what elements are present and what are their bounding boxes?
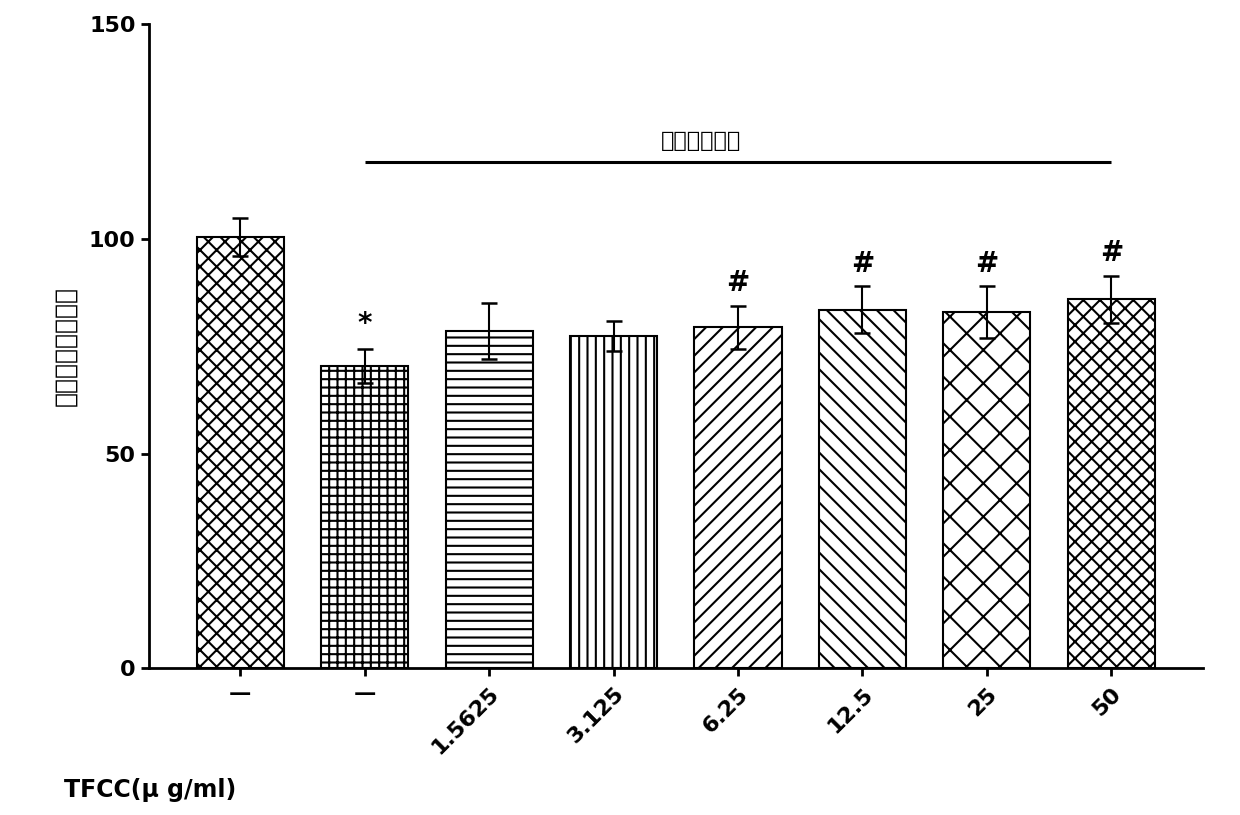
- Text: 缺氧复氧诱导: 缺氧复氧诱导: [661, 131, 740, 151]
- Text: #: #: [1100, 239, 1123, 267]
- Text: #: #: [976, 249, 998, 278]
- Bar: [818, 310, 906, 668]
- Text: #: #: [727, 269, 750, 297]
- Y-axis label: 细胞存活率（％）: 细胞存活率（％）: [53, 286, 78, 407]
- Bar: [1068, 299, 1154, 668]
- Bar: [944, 312, 1030, 668]
- Text: #: #: [851, 249, 874, 278]
- Bar: [321, 366, 408, 668]
- Text: *: *: [357, 310, 372, 337]
- Text: TFCC(μ g/ml): TFCC(μ g/ml): [64, 778, 237, 802]
- Bar: [197, 237, 284, 668]
- Bar: [694, 327, 781, 668]
- Bar: [445, 332, 533, 668]
- Bar: [570, 336, 657, 668]
